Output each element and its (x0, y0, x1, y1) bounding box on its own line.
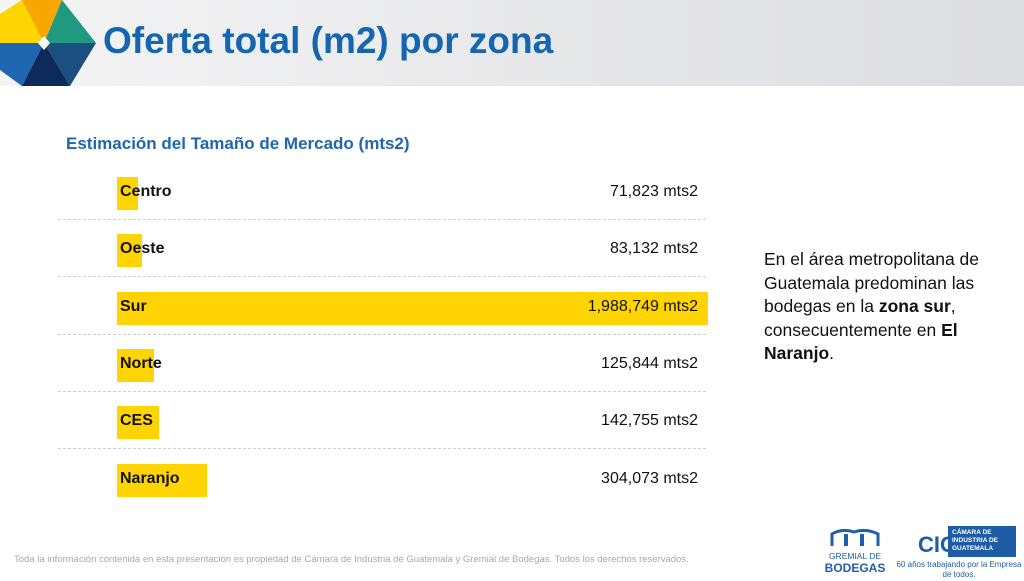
bar-row: Oeste 83,132 mts2 (58, 220, 706, 278)
chart-title: Estimación del Tamaño de Mercado (mts2) (66, 134, 410, 153)
gremial-logo: GREMIAL DE BODEGAS (822, 528, 888, 575)
value-label: 1,988,749 mts2 (587, 297, 698, 315)
category-label: CES (120, 412, 153, 430)
warehouse-roof-icon (830, 528, 880, 546)
gremial-line2: BODEGAS (824, 561, 886, 575)
bold-text: zona sur (878, 296, 951, 316)
value-label: 304,073 mts2 (601, 469, 698, 487)
bar (117, 348, 155, 382)
page-title: Oferta total (m2) por zona (103, 20, 554, 61)
bar (117, 463, 208, 497)
bar-row: Naranjo 304,073 mts2 (58, 450, 706, 507)
slide-header: Oferta total (m2) por zona (0, 0, 1024, 86)
value-label: 83,132 mts2 (609, 240, 698, 258)
category-label: Sur (120, 297, 147, 315)
bar-row: Sur 1,988,749 mts2 (58, 278, 708, 335)
bar-row: CES 142,755 mts2 (58, 392, 706, 450)
side-text: En el área metropolitana de Guatemala pr… (764, 248, 994, 366)
category-label: Naranjo (120, 469, 180, 487)
bar (117, 234, 142, 268)
category-label: Centro (120, 183, 172, 200)
value-label: 125,844 mts2 (601, 354, 698, 372)
cig-tagline: 60 años trabajando por la Empresa de tod… (896, 560, 1022, 579)
text: , consecuentemente en (764, 296, 956, 340)
bar-row: Norte 125,844 mts2 (58, 335, 706, 392)
hexagon-logo-icon (0, 0, 96, 86)
text: En el área metropolitana de Guatemala pr… (764, 249, 979, 316)
bar-row: Centro 71,823 mts2 (58, 163, 706, 220)
text: . (829, 343, 835, 363)
value-label: 142,755 mts2 (601, 412, 698, 430)
footer-text: Toda la información contenida en esta pr… (14, 554, 689, 565)
bold-text: El Naranjo (764, 319, 958, 364)
category-label: Oeste (120, 240, 165, 258)
bar (117, 177, 139, 210)
bar (117, 291, 708, 325)
cig-box: CÁMARA DE INDUSTRIA DE GUATEMALA (948, 526, 1016, 557)
bar (117, 406, 160, 440)
gremial-line1: GREMIAL DE (828, 551, 882, 561)
value-label: 71,823 mts2 (609, 183, 698, 200)
category-label: Norte (120, 354, 162, 372)
